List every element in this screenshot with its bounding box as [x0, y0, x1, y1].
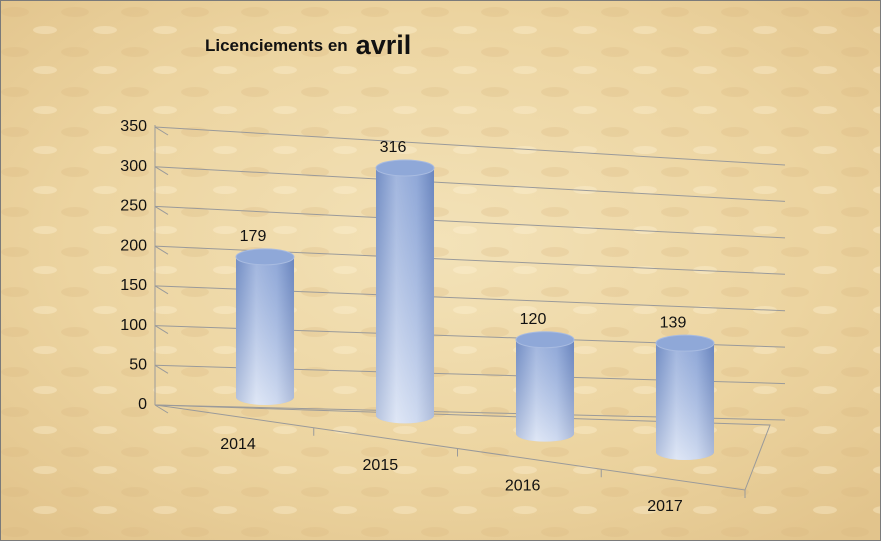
left-wall-line: [154, 364, 169, 374]
grid-line: [154, 205, 786, 239]
chart-title: Licenciements en avril: [205, 30, 411, 60]
bar-shade: [516, 339, 574, 442]
bar-shade: [376, 167, 434, 424]
value-label: 139: [660, 314, 687, 331]
x-tick-label: 2016: [505, 478, 541, 495]
value-label: 316: [380, 139, 407, 156]
left-wall-line: [154, 245, 169, 255]
left-wall-line: [154, 404, 169, 414]
left-wall-line: [154, 325, 169, 334]
bar-top: [235, 248, 295, 266]
bar-shade: [656, 343, 714, 460]
bar-top: [515, 331, 575, 349]
x-tick-label: 2015: [363, 457, 399, 474]
left-wall-line: [154, 206, 169, 215]
grid-line: [154, 126, 786, 166]
grid-line: [154, 166, 786, 202]
value-label: 120: [520, 311, 547, 328]
bar-top: [375, 159, 435, 177]
left-wall-line: [154, 126, 169, 136]
y-tick-label: 50: [129, 357, 147, 374]
bar-shade: [236, 256, 294, 405]
y-tick-label: 100: [120, 317, 147, 334]
y-tick-label: 150: [120, 277, 147, 294]
x-tick-label: 2014: [220, 436, 256, 453]
y-tick-label: 200: [120, 237, 147, 254]
y-tick-label: 300: [120, 158, 147, 175]
y-tick-label: 350: [120, 118, 147, 135]
bar-top: [655, 334, 715, 352]
value-label: 179: [240, 228, 267, 245]
y-tick-label: 250: [120, 198, 147, 215]
left-wall-line: [154, 285, 169, 295]
y-tick-label: 0: [138, 396, 147, 413]
x-tick-label: 2017: [647, 498, 683, 515]
left-wall-line: [154, 166, 169, 176]
